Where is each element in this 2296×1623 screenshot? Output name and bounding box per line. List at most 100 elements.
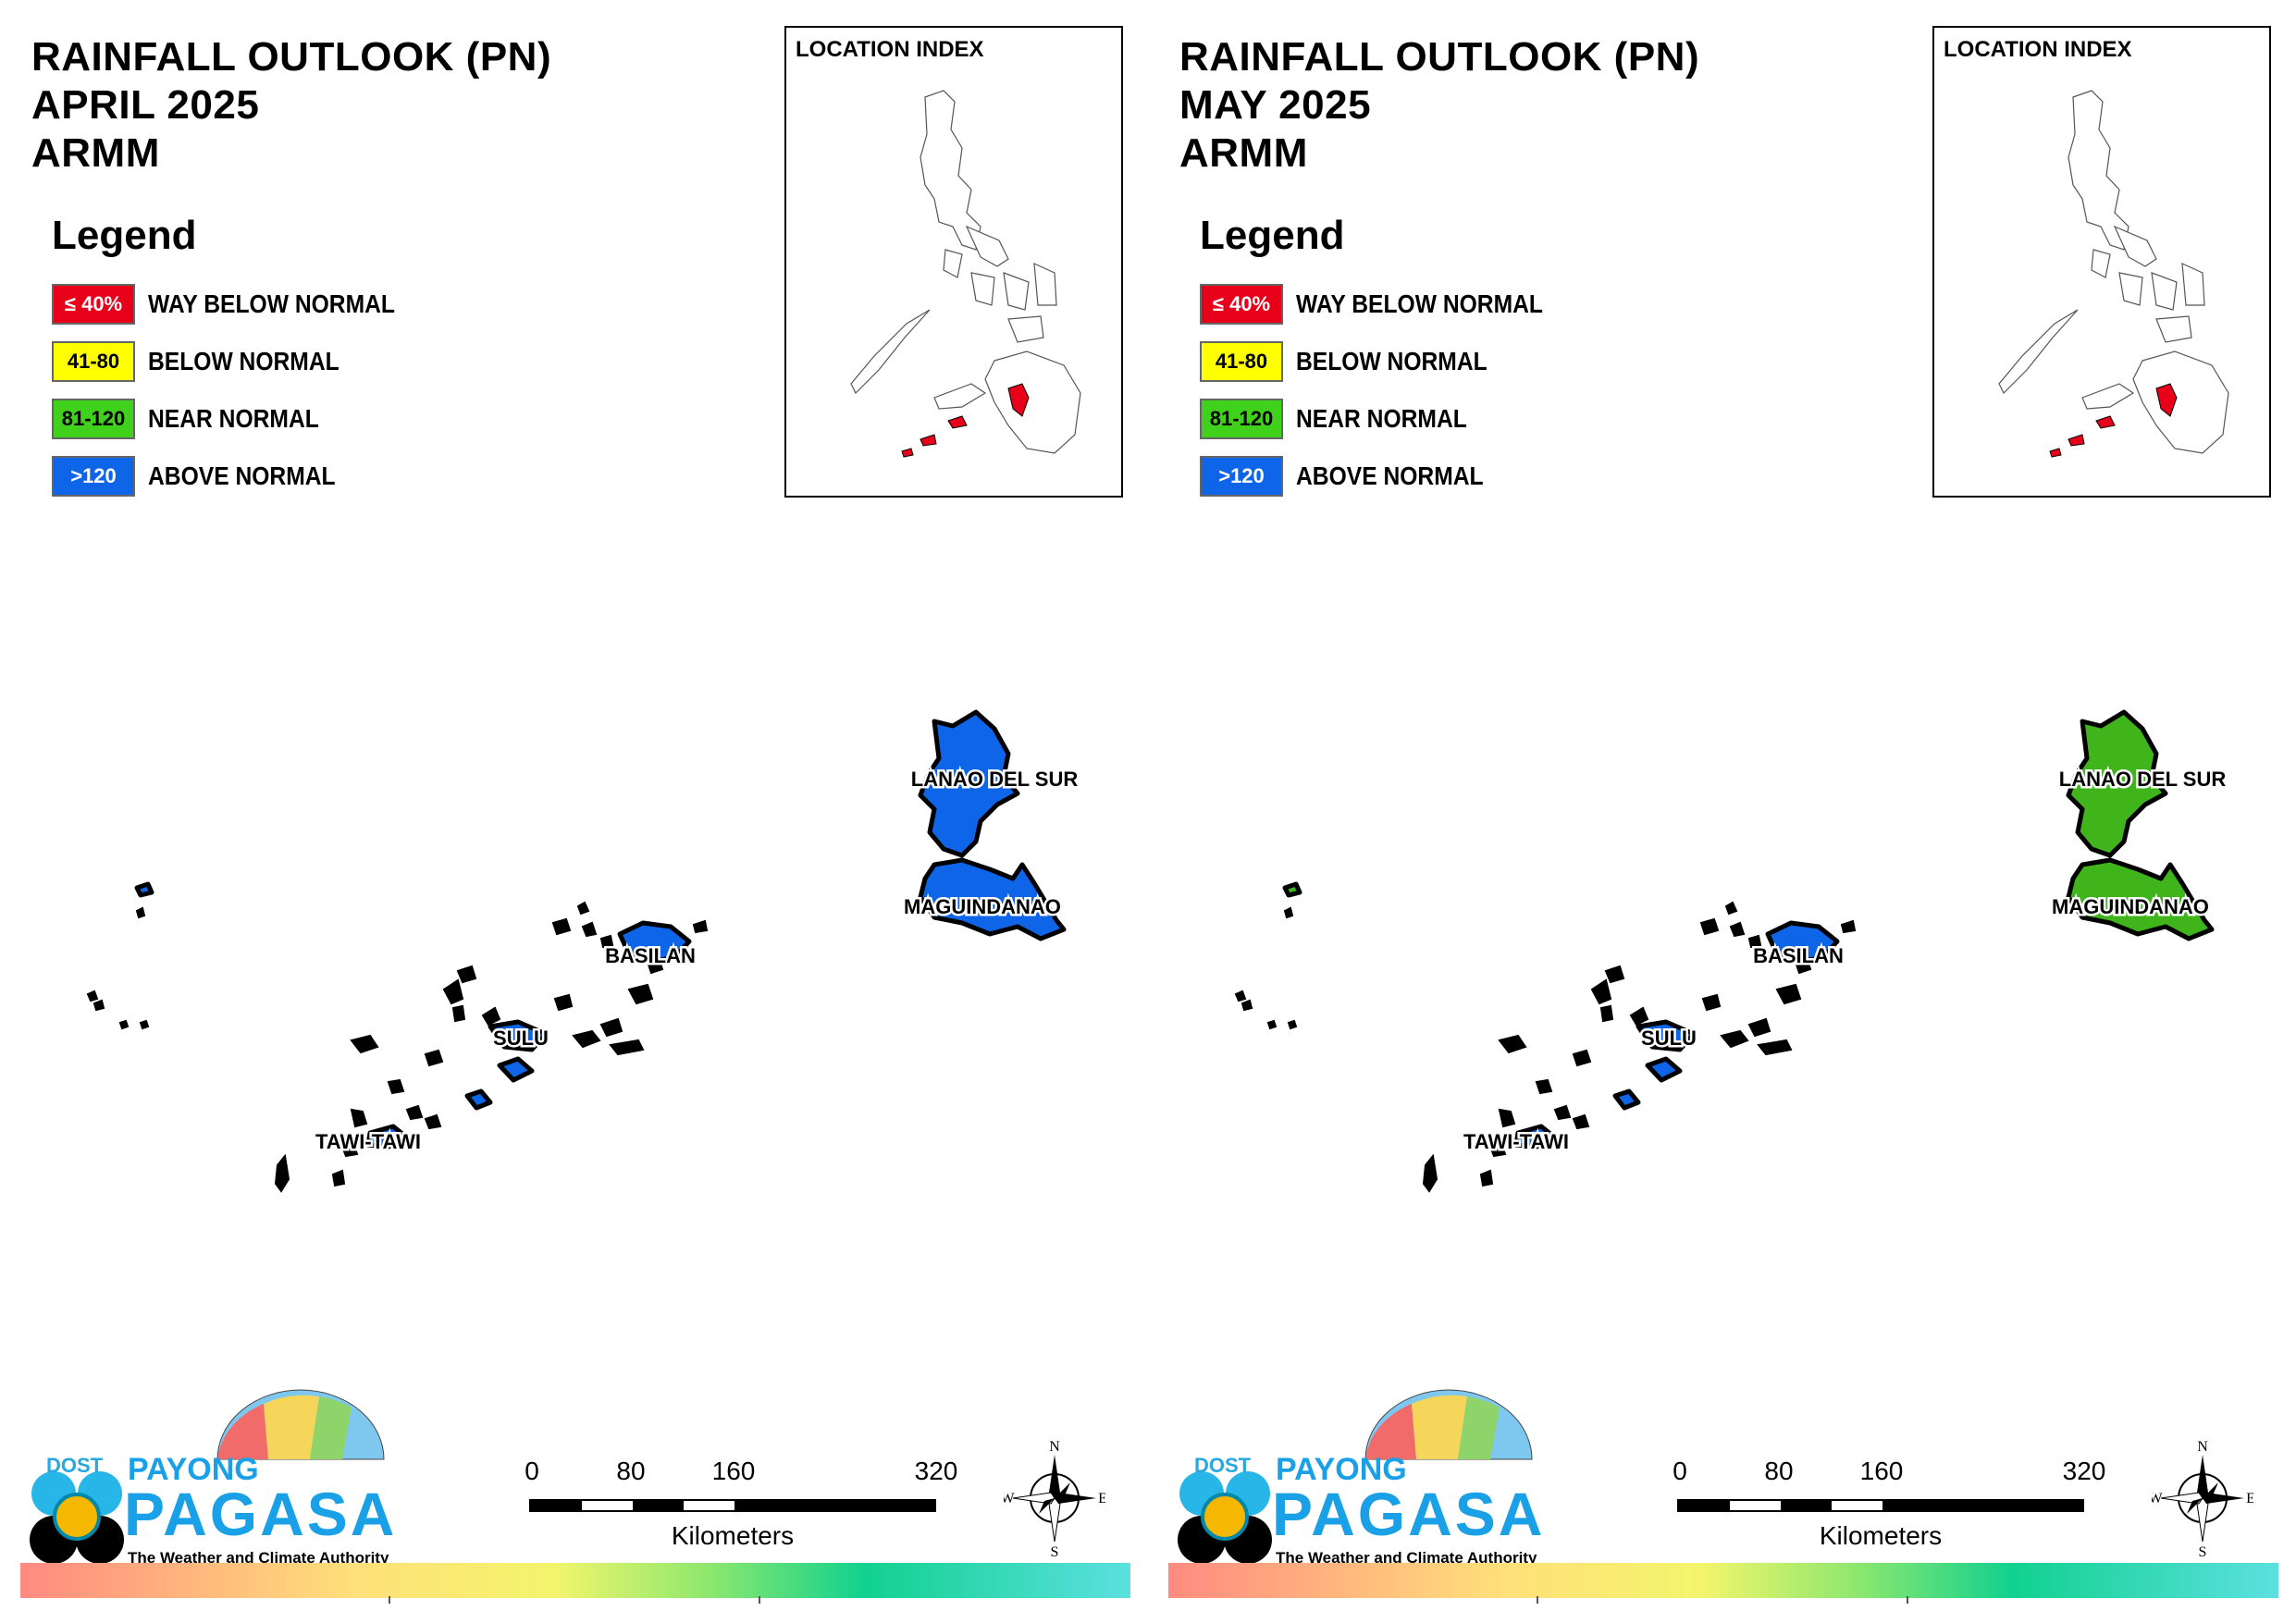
lanao-del-sur-shape xyxy=(2066,709,2168,858)
legend-label: NEAR NORMAL xyxy=(148,404,319,433)
philippines-outline xyxy=(1998,90,2229,458)
legend-item-near: 81-120 NEAR NORMAL xyxy=(1200,390,1576,448)
legend-label: ABOVE NORMAL xyxy=(148,461,336,490)
location-index-map: LOCATION INDEX xyxy=(784,26,1123,498)
basilan-shape xyxy=(617,920,692,965)
payong-pagasa-logo-graphic: DOST PAYONG PAGASA The Weather and Clima… xyxy=(30,1389,397,1567)
compass-s: S xyxy=(1051,1544,1059,1558)
scale-bar-graphic xyxy=(1677,1499,2084,1512)
label-basilan: BASILAN xyxy=(1753,944,1844,967)
legend-item-near: 81-120 NEAR NORMAL xyxy=(52,390,428,448)
legend-label: BELOW NORMAL xyxy=(148,347,339,375)
title-line-2: MAY 2025 xyxy=(1179,82,1372,128)
scale-unit-label: Kilometers xyxy=(671,1521,795,1550)
scale-tick-label: 160 xyxy=(1859,1457,1904,1485)
tawi-tawi-island-shape xyxy=(365,1124,410,1150)
scale-tick-label: 0 xyxy=(1673,1457,1687,1485)
legend-swatch: 81-120 xyxy=(52,399,135,439)
armm-provinces-map: LANAO DEL SUR MAGUINDANAO BASILAN SULU T… xyxy=(1234,709,2228,1193)
legend-swatch: 41-80 xyxy=(1200,341,1283,382)
legend-title: Legend xyxy=(1200,213,1345,258)
label-lanao-del-sur: LANAO DEL SUR xyxy=(2059,768,2227,791)
scale-ticks: 0 80 160 320 xyxy=(1666,1457,2110,1488)
compass-e: E xyxy=(2246,1491,2253,1506)
footer-tick xyxy=(759,1596,760,1604)
legend-swatch: ≤ 40% xyxy=(52,284,135,325)
philippines-outline xyxy=(850,90,1081,458)
logo-pagasa-text: PAGASA xyxy=(124,1480,397,1548)
label-maguindanao: MAGUINDANAO xyxy=(2052,895,2209,918)
label-sulu: SULU xyxy=(493,1027,549,1050)
compass-s: S xyxy=(2199,1544,2207,1558)
compass-w: W xyxy=(1004,1491,1015,1506)
logo-tagline: The Weather and Climate Authority xyxy=(128,1549,389,1567)
compass-n: N xyxy=(2197,1439,2208,1455)
legend-swatch: 81-120 xyxy=(1200,399,1283,439)
sulu-island-shape xyxy=(1636,1019,1697,1052)
pagasa-logo: DOST PAYONG PAGASA The Weather and Clima… xyxy=(28,1387,398,1572)
footer-gradient-bar xyxy=(1168,1563,2278,1598)
scale-bar-graphic xyxy=(529,1499,936,1512)
sulu-island-shape xyxy=(497,1056,535,1083)
location-index-map: LOCATION INDEX xyxy=(1932,26,2271,498)
armm-provinces-map: LANAO DEL SUR MAGUINDANAO BASILAN SULU T… xyxy=(86,709,1080,1193)
basilan-shape xyxy=(1765,920,1840,965)
legend-label: WAY BELOW NORMAL xyxy=(148,289,395,318)
scale-unit-label: Kilometers xyxy=(1819,1521,1943,1550)
logo-dost-text: DOST xyxy=(46,1454,104,1477)
location-index-title: LOCATION INDEX xyxy=(1944,37,2132,62)
legend-item-below: 41-80 BELOW NORMAL xyxy=(1200,333,1576,390)
scale-tick-label: 320 xyxy=(2062,1457,2106,1485)
compass-e: E xyxy=(1098,1491,1105,1506)
logo-dost-text: DOST xyxy=(1194,1454,1252,1477)
north-arrow: N S W E xyxy=(2148,1438,2254,1560)
label-sulu: SULU xyxy=(1641,1027,1697,1050)
lanao-del-sur-shape xyxy=(918,709,1020,858)
legend-swatch: >120 xyxy=(52,456,135,497)
region-map: LANAO DEL SUR MAGUINDANAO BASILAN SULU T… xyxy=(0,684,1148,1258)
cagayan-sulu-shape xyxy=(134,881,154,898)
location-index-title: LOCATION INDEX xyxy=(796,37,984,62)
north-arrow: N S W E xyxy=(1000,1438,1106,1560)
logo-payong-text: PAYONG xyxy=(1276,1452,1407,1487)
region-map: LANAO DEL SUR MAGUINDANAO BASILAN SULU T… xyxy=(1148,684,2296,1258)
compass-rose-icon: N S W E xyxy=(1000,1439,1106,1560)
scale-ticks: 0 80 160 320 xyxy=(518,1457,962,1488)
map-title: RAINFALL OUTLOOK (PN) MAY 2025 ARMM xyxy=(1179,33,1699,178)
logo-tagline: The Weather and Climate Authority xyxy=(1276,1549,1537,1567)
title-line-3: ARMM xyxy=(1179,130,1308,176)
cagayan-sulu-shape xyxy=(1282,881,1302,898)
label-maguindanao: MAGUINDANAO xyxy=(904,895,1061,918)
scale-tick-label: 320 xyxy=(914,1457,958,1485)
label-lanao-del-sur: LANAO DEL SUR xyxy=(911,768,1079,791)
panel-may: RAINFALL OUTLOOK (PN) MAY 2025 ARMM Lege… xyxy=(1148,0,2296,1623)
legend-title: Legend xyxy=(52,213,197,258)
label-tawi-tawi: TAWI-TAWI xyxy=(315,1130,421,1153)
logo-pagasa-text: PAGASA xyxy=(1272,1480,1545,1548)
legend-swatch: >120 xyxy=(1200,456,1283,497)
footer-gradient-bar xyxy=(20,1563,1130,1598)
compass-rose-icon: N S W E xyxy=(2148,1439,2254,1560)
scale-bar: 0 80 160 320 Kilometers xyxy=(1666,1457,2110,1558)
title-line-3: ARMM xyxy=(31,130,160,176)
footer-tick xyxy=(1907,1596,1908,1604)
legend-label: BELOW NORMAL xyxy=(1296,347,1487,375)
map-title: RAINFALL OUTLOOK (PN) APRIL 2025 ARMM xyxy=(31,33,551,178)
legend: Legend ≤ 40% WAY BELOW NORMAL 41-80 BELO… xyxy=(52,213,428,505)
legend-item-way-below: ≤ 40% WAY BELOW NORMAL xyxy=(52,276,428,333)
maguindanao-shape xyxy=(2066,857,2215,941)
sulu-island-shape xyxy=(1645,1056,1683,1083)
label-basilan: BASILAN xyxy=(605,944,696,967)
tawi-tawi-island-shape xyxy=(1513,1124,1558,1150)
title-line-1: RAINFALL OUTLOOK (PN) xyxy=(31,34,552,80)
pagasa-logo: DOST PAYONG PAGASA The Weather and Clima… xyxy=(1176,1387,1546,1572)
compass-n: N xyxy=(1049,1439,1060,1455)
legend-item-above: >120 ABOVE NORMAL xyxy=(52,448,428,505)
legend: Legend ≤ 40% WAY BELOW NORMAL 41-80 BELO… xyxy=(1200,213,1576,505)
logo-payong-text: PAYONG xyxy=(128,1452,259,1487)
title-line-1: RAINFALL OUTLOOK (PN) xyxy=(1179,34,1700,80)
scale-tick-label: 80 xyxy=(616,1457,646,1485)
legend-swatch: ≤ 40% xyxy=(1200,284,1283,325)
scale-tick-label: 80 xyxy=(1764,1457,1794,1485)
footer-tick xyxy=(1537,1596,1538,1604)
